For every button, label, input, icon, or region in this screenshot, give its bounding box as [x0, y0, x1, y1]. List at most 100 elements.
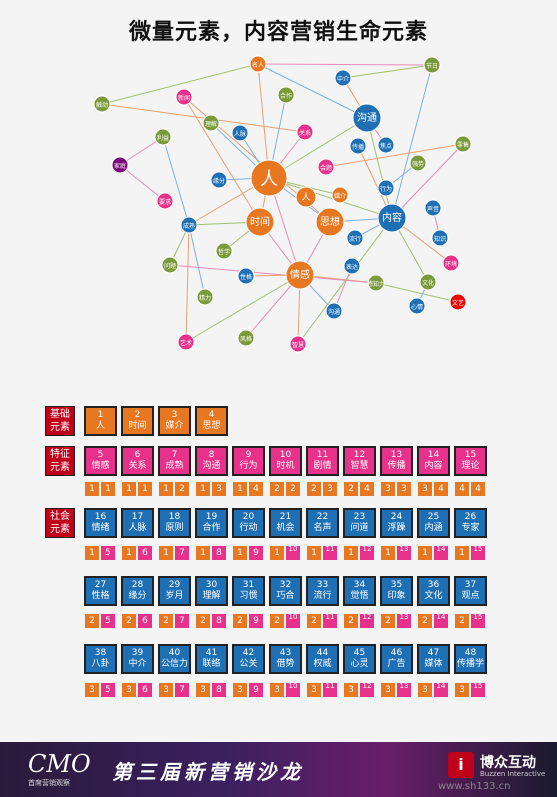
tile-name: 浮躁	[387, 523, 406, 533]
graph-node-liuxing: 流行	[346, 229, 364, 247]
footer-banner: CMO 首席营销观察 第三届新营销沙龙 i 博众互动 Buzzen Intera…	[0, 742, 557, 797]
tile-name: 广告	[387, 659, 406, 669]
tile-number: 47	[427, 648, 440, 658]
element-tile-6: 6 关系	[121, 446, 154, 476]
tile-number: 30	[205, 580, 218, 590]
tile-name: 中介	[128, 659, 147, 669]
tile-name: 缘分	[128, 591, 147, 601]
pairs-row4-pair-b: 5	[101, 683, 115, 697]
pairs-row1-pair-b: 3	[323, 482, 337, 496]
tile-number: 9	[245, 450, 252, 460]
pairs-row3-pair-a: 2	[270, 614, 284, 628]
pairs-row3-pair-b: 9	[249, 614, 263, 628]
svg-text:问题: 问题	[164, 262, 176, 270]
tile-number: 15	[464, 450, 477, 460]
pairs-row4-pair-a: 3	[233, 683, 247, 697]
salon-title: 第三届新营销沙龙	[112, 760, 304, 784]
tile-number: 35	[390, 580, 403, 590]
tile-number: 11	[316, 450, 329, 460]
pairs-row1-pair-b: 2	[286, 482, 300, 496]
tile-name: 时间	[128, 421, 147, 431]
tile-number: 24	[390, 512, 403, 522]
tile-name: 时机	[276, 461, 295, 471]
element-tile-43: 43 借势	[269, 644, 302, 674]
graph-node-wenti: 问题	[161, 256, 179, 274]
svg-text:风格: 风格	[240, 335, 252, 343]
element-tile-48: 48 传播学	[454, 644, 487, 674]
graph-node-goutong: 沟通	[352, 103, 382, 133]
pairs-row1-pair-a: 4	[455, 482, 469, 496]
svg-text:时间: 时间	[250, 215, 270, 228]
pairs-row2-pair-a: 1	[455, 546, 469, 560]
pairs-row2-pair-a: 1	[159, 546, 173, 560]
tile-number: 23	[353, 512, 366, 522]
graph-node-xingge: 性格	[237, 267, 255, 285]
buzzen-logo-text: 博众互动	[480, 755, 536, 771]
tile-name: 文化	[424, 591, 443, 601]
pairs-row1-pair-b: 1	[101, 482, 115, 496]
tile-number: 45	[353, 648, 366, 658]
graph-edge	[391, 64, 433, 219]
pairs-row4-pair-b: 14	[434, 683, 448, 697]
graph-node-liyi: 利益	[154, 128, 172, 146]
element-tile-8: 8 沟通	[195, 446, 228, 476]
tile-name: 媒介	[165, 421, 184, 431]
tile-name: 理论	[461, 461, 480, 471]
tile-name: 人脉	[128, 523, 147, 533]
pairs-row3-pair-a: 2	[233, 614, 247, 628]
graph-edge	[185, 224, 190, 343]
graph-node-zhishi: 知识	[431, 229, 449, 247]
graph-node-gouyong: 沟通	[325, 302, 343, 320]
element-tile-33: 33 流行	[306, 576, 339, 606]
tile-number: 37	[464, 580, 477, 590]
element-tile-10: 10 时机	[269, 446, 302, 476]
pairs-row3-pair-b: 11	[323, 614, 337, 628]
pairs-row2-pair-a: 1	[270, 546, 284, 560]
tile-number: 19	[205, 512, 218, 522]
tile-number: 3	[171, 410, 178, 420]
tile-number: 7	[171, 450, 178, 460]
tile-number: 8	[208, 450, 215, 460]
graph-node-yishu: 艺术	[177, 333, 195, 351]
graph-node-jingli: 精力	[196, 288, 214, 306]
graph-node-lingshou: 零售	[454, 135, 472, 153]
graph-node-fengge: 风格	[237, 329, 255, 347]
graph-edge	[185, 274, 301, 343]
graph-edge	[257, 63, 270, 179]
graph-node-meijie: 媒介	[331, 186, 349, 204]
svg-text:成熟: 成熟	[183, 222, 195, 230]
pairs-row3-pair-b: 5	[101, 614, 115, 628]
svg-text:人: 人	[260, 169, 278, 190]
graph-node-huanjing: 环境	[442, 254, 460, 272]
pairs-row3-pair-b: 15	[471, 614, 485, 628]
element-tile-36: 36 文化	[417, 576, 450, 606]
graph-node-huiti: 会题	[317, 158, 335, 176]
tile-number: 27	[94, 580, 107, 590]
pairs-row3-pair-b: 14	[434, 614, 448, 628]
pairs-row3-pair-a: 2	[455, 614, 469, 628]
element-tile-18: 18 原则	[158, 508, 191, 538]
svg-text:焦点: 焦点	[380, 142, 392, 150]
page-title: 微量元素，内容营销生命元素	[128, 20, 428, 45]
svg-text:文艺: 文艺	[452, 299, 464, 307]
pairs-row4-pair-b: 9	[249, 683, 263, 697]
svg-text:人脉: 人脉	[234, 130, 246, 138]
tile-number: 20	[242, 512, 255, 522]
tile-name: 性格	[91, 591, 110, 601]
svg-text:媒介: 媒介	[334, 192, 346, 200]
pairs-row1-pair-b: 1	[138, 482, 152, 496]
pairs-row3-pair-b: 7	[175, 614, 189, 628]
cmo-subtitle: 首席营销观察	[28, 779, 70, 787]
tile-name: 内容	[424, 461, 443, 471]
svg-text:思想: 思想	[320, 215, 340, 228]
pairs-row4-pair-a: 3	[455, 683, 469, 697]
svg-text:感知力: 感知力	[367, 280, 385, 288]
tile-name: 机会	[276, 523, 295, 533]
tile-number: 32	[279, 580, 292, 590]
buzzen-logo-subtitle: Buzzen Interactive	[480, 770, 546, 778]
pairs-row2-pair-b: 9	[249, 546, 263, 560]
element-tile-13: 13 传播	[380, 446, 413, 476]
graph-node-xinqing: 心情	[408, 297, 426, 315]
svg-text:文化: 文化	[422, 279, 434, 287]
graph-edge	[119, 164, 166, 202]
